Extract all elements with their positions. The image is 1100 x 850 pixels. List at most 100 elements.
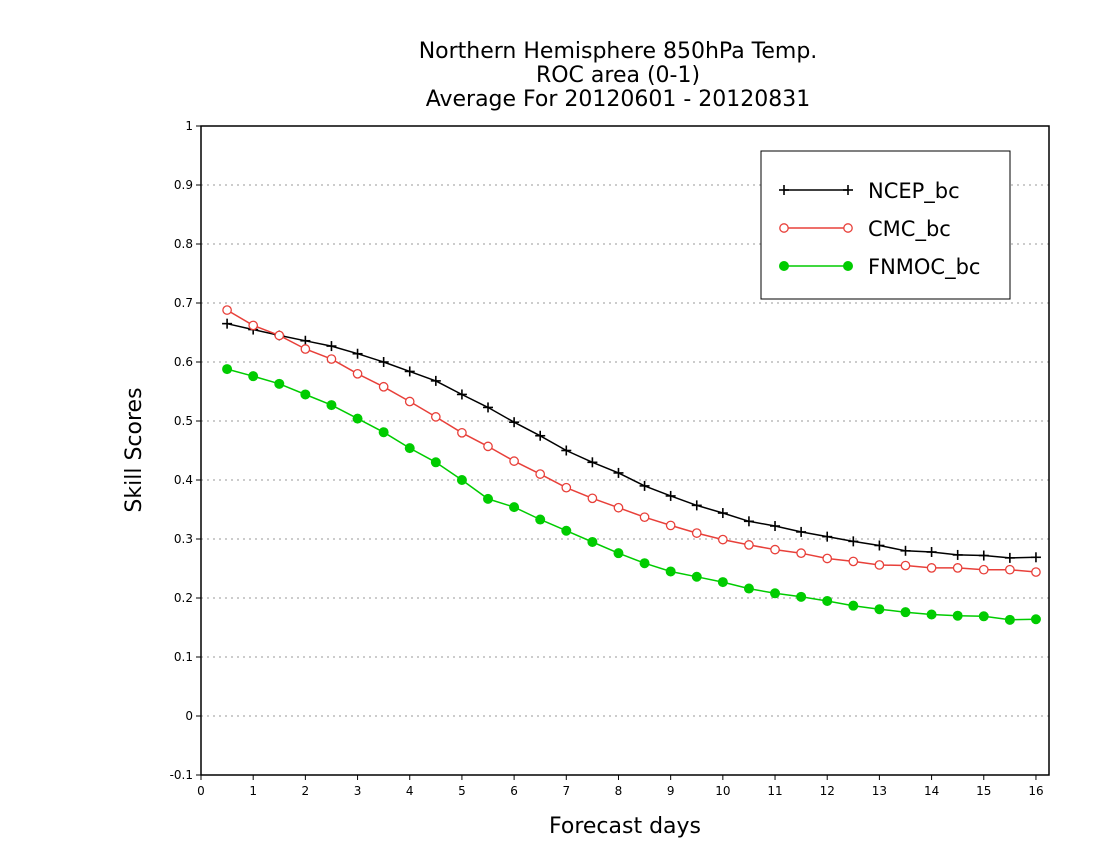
data-point-cmc-bc: [978, 564, 989, 575]
data-point-ncep-bc: [222, 318, 233, 329]
chart-title-line-1: Northern Hemisphere 850hPa Temp.: [419, 39, 818, 64]
data-point-fnmoc-bc: [743, 583, 754, 594]
data-point-ncep-bc: [848, 536, 859, 547]
x-tick-label: 6: [510, 784, 518, 798]
data-point-ncep-bc: [1004, 552, 1015, 563]
x-tick-label: 1: [249, 784, 257, 798]
axis-ticks: -0.100.10.20.30.40.50.60.70.80.910 1 2 3 4 5 6…: [170, 119, 1044, 798]
data-point-ncep-bc: [691, 500, 702, 511]
data-point-ncep-bc: [483, 402, 494, 413]
data-point-fnmoc-bc: [1030, 614, 1041, 625]
legend-label-cmc-bc: CMC_bc: [868, 217, 951, 242]
data-point-cmc-bc: [509, 456, 519, 466]
legend-label-fnmoc-bc: FNMOC_bc: [868, 255, 980, 280]
x-tick-label: 14: [924, 784, 939, 798]
data-point-ncep-bc: [874, 540, 885, 551]
data-point-fnmoc-bc: [404, 443, 415, 454]
data-point-cmc-bc: [613, 502, 624, 513]
data-point-cmc-bc: [926, 563, 937, 573]
y-tick-label: 0.1: [174, 650, 193, 664]
data-point-cmc-bc: [717, 534, 728, 545]
data-point-cmc-bc: [900, 560, 911, 571]
x-tick-label: 2: [302, 784, 310, 798]
legend-marker-ncep-bc: [843, 185, 853, 195]
data-point-ncep-bc: [300, 335, 311, 346]
x-tick-label: 13: [872, 784, 887, 798]
data-point-cmc-bc: [561, 482, 572, 493]
y-tick-label: 0.2: [174, 591, 193, 605]
data-point-fnmoc-bc: [509, 502, 520, 513]
data-point-fnmoc-bc: [639, 558, 650, 569]
data-point-fnmoc-bc: [326, 400, 337, 411]
data-point-ncep-bc: [952, 549, 963, 560]
data-point-fnmoc-bc: [222, 364, 233, 375]
data-point-fnmoc-bc: [248, 371, 259, 382]
data-point-ncep-bc: [561, 445, 572, 456]
data-point-ncep-bc: [456, 389, 467, 400]
data-point-fnmoc-bc: [430, 457, 441, 468]
data-point-cmc-bc: [770, 544, 780, 555]
y-tick-label: 0.5: [174, 414, 193, 428]
data-point-fnmoc-bc: [587, 536, 598, 547]
data-point-fnmoc-bc: [1004, 614, 1015, 625]
data-point-cmc-bc: [874, 560, 885, 570]
data-point-ncep-bc: [978, 550, 989, 561]
data-point-ncep-bc: [430, 375, 441, 386]
data-point-ncep-bc: [404, 366, 415, 377]
legend-label-ncep-bc: NCEP_bc: [868, 179, 960, 204]
data-point-cmc-bc: [404, 396, 415, 407]
series-line-cmc-bc: [226, 309, 1037, 573]
data-point-ncep-bc: [900, 545, 911, 556]
series-line-ncep-bc: [226, 322, 1037, 559]
series-fnmoc-bc: [222, 364, 1041, 625]
legend-marker-cmc-bc: [779, 223, 789, 233]
y-tick-label: 0.6: [174, 355, 193, 369]
data-point-cmc-bc: [222, 305, 232, 315]
chart-title: Northern Hemisphere 850hPa Temp. ROC are…: [419, 39, 818, 112]
data-point-ncep-bc: [378, 357, 389, 367]
data-point-ncep-bc: [770, 521, 781, 532]
series-ncep-bc: [222, 318, 1041, 563]
data-point-cmc-bc: [326, 354, 337, 364]
data-point-ncep-bc: [535, 430, 546, 441]
data-point-fnmoc-bc: [483, 493, 494, 504]
data-point-fnmoc-bc: [300, 389, 311, 400]
y-tick-label: 0.4: [174, 473, 193, 487]
data-point-cmc-bc: [639, 512, 650, 523]
x-tick-label: 0: [197, 784, 205, 798]
x-tick-label: 12: [820, 784, 835, 798]
data-point-ncep-bc: [665, 490, 676, 501]
x-tick-label: 7: [562, 784, 570, 798]
data-point-ncep-bc: [822, 531, 833, 542]
x-tick-label: 16: [1028, 784, 1043, 798]
data-point-cmc-bc: [535, 469, 546, 479]
data-point-cmc-bc: [744, 540, 754, 550]
x-tick-label: 5: [458, 784, 466, 798]
y-tick-label: 0: [185, 709, 193, 723]
y-tick-label: 0.9: [174, 178, 193, 192]
legend-marker-fnmoc-bc: [843, 261, 853, 271]
series-layer: [222, 305, 1041, 625]
data-point-ncep-bc: [326, 341, 337, 352]
data-point-fnmoc-bc: [848, 600, 859, 611]
y-tick-label: 0.3: [174, 532, 193, 546]
x-tick-label: 11: [767, 784, 782, 798]
data-point-fnmoc-bc: [900, 607, 911, 618]
data-point-fnmoc-bc: [717, 577, 728, 588]
data-point-ncep-bc: [509, 417, 520, 428]
data-point-fnmoc-bc: [926, 609, 937, 620]
data-point-cmc-bc: [1005, 564, 1015, 575]
legend-marker-cmc-bc: [843, 223, 853, 233]
data-point-fnmoc-bc: [665, 566, 676, 577]
data-point-cmc-bc: [352, 368, 363, 379]
series-line-fnmoc-bc: [226, 368, 1037, 621]
data-point-cmc-bc: [587, 493, 598, 504]
data-point-fnmoc-bc: [691, 571, 702, 582]
y-axis-label: Skill Scores: [122, 387, 147, 512]
x-tick-label: 4: [406, 784, 414, 798]
data-point-cmc-bc: [796, 548, 806, 559]
y-tick-label: -0.1: [170, 768, 193, 782]
data-point-fnmoc-bc: [822, 595, 833, 606]
data-point-fnmoc-bc: [274, 378, 285, 389]
